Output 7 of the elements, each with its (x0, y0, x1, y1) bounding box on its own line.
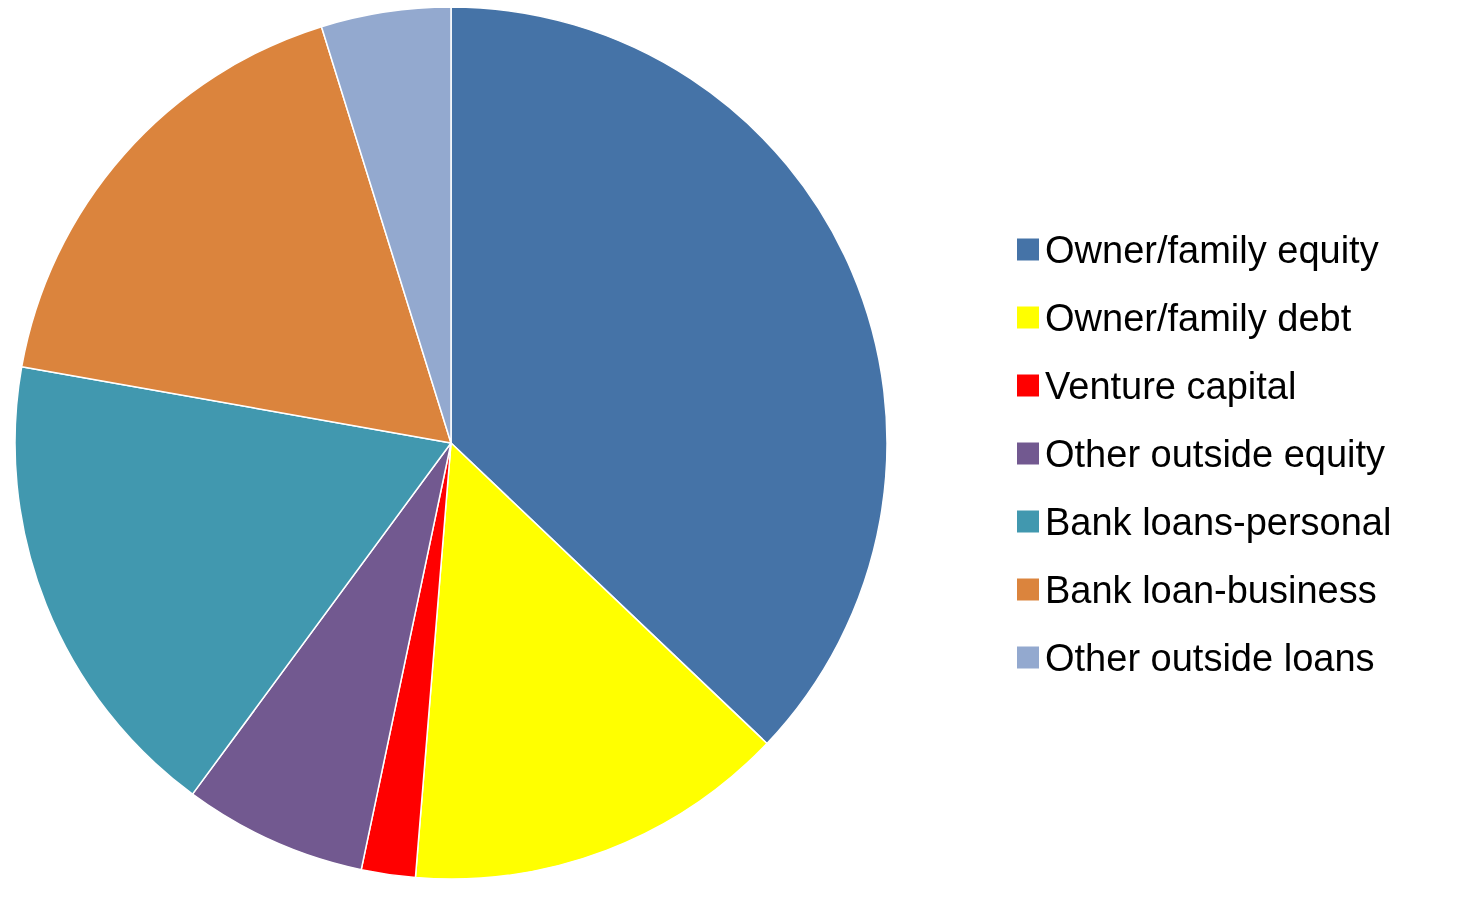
legend-label: Owner/family debt (1045, 296, 1352, 339)
legend-label: Owner/family equity (1045, 228, 1379, 271)
legend-label: Bank loan-business (1045, 568, 1377, 611)
legend-label: Venture capital (1045, 364, 1297, 407)
legend-label: Other outside loans (1045, 636, 1375, 679)
legend-label: Bank loans-personal (1045, 500, 1392, 543)
legend-label: Other outside equity (1045, 432, 1386, 475)
